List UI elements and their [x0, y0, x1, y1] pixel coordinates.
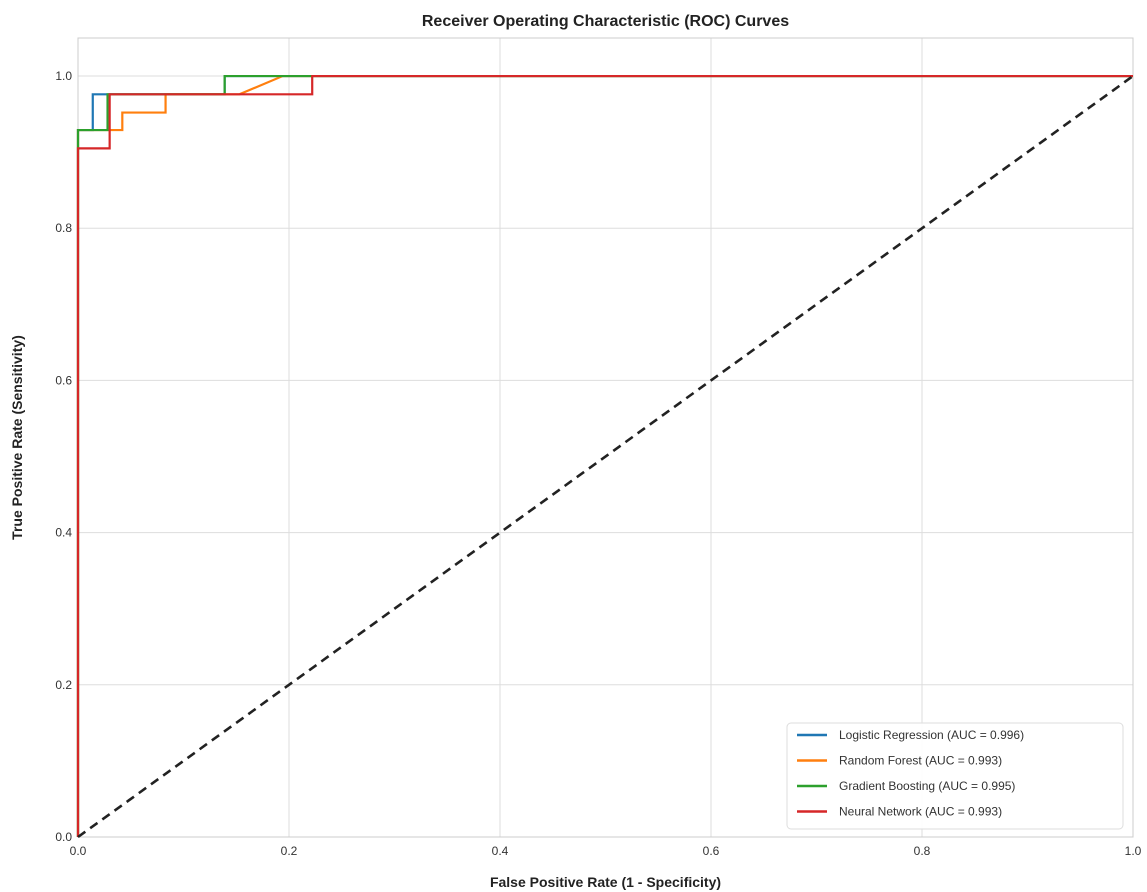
y-tick-label: 0.0 [55, 830, 72, 844]
legend-label-3: Neural Network (AUC = 0.993) [839, 805, 1002, 819]
x-tick-label: 0.0 [70, 844, 87, 858]
legend-label-1: Random Forest (AUC = 0.993) [839, 754, 1002, 768]
legend-box [786, 722, 1124, 830]
x-tick-label: 0.8 [914, 844, 931, 858]
x-tick-label: 1.0 [1125, 844, 1142, 858]
x-tick-label: 0.2 [281, 844, 298, 858]
series-line-2 [76, 74, 1133, 837]
y-tick-label: 0.8 [55, 221, 72, 235]
y-tick-label: 0.2 [55, 678, 72, 692]
y-tick-label: 0.4 [55, 526, 72, 540]
x-tick-label: 0.6 [703, 844, 720, 858]
chart-title: Receiver Operating Characteristic (ROC) … [422, 13, 789, 30]
y-tick-label: 0.6 [55, 373, 72, 387]
y-tick-label: 1.0 [55, 69, 72, 83]
series-lines [76, 74, 1134, 839]
legend: Logistic Regression (AUC = 0.996) Random … [786, 722, 1124, 830]
series-line-3 [76, 74, 1133, 837]
x-tick-label: 0.4 [492, 844, 509, 858]
legend-label-0: Logistic Regression (AUC = 0.996) [839, 728, 1024, 742]
axis-ticks: 0.0 0.2 0.4 0.6 0.8 1.0 0.0 0.2 0.4 0.6 0.8 1.0 [55, 69, 1141, 858]
legend-label-2: Gradient Boosting (AUC = 0.995) [839, 779, 1015, 793]
grid [77, 38, 1134, 838]
plot-frame [77, 37, 1134, 838]
x-axis-label: False Positive Rate (1 - Specificity) [490, 874, 721, 890]
y-axis-label: True Positive Rate (Sensitivity) [9, 335, 25, 540]
random-classifier-line [77, 74, 1134, 839]
